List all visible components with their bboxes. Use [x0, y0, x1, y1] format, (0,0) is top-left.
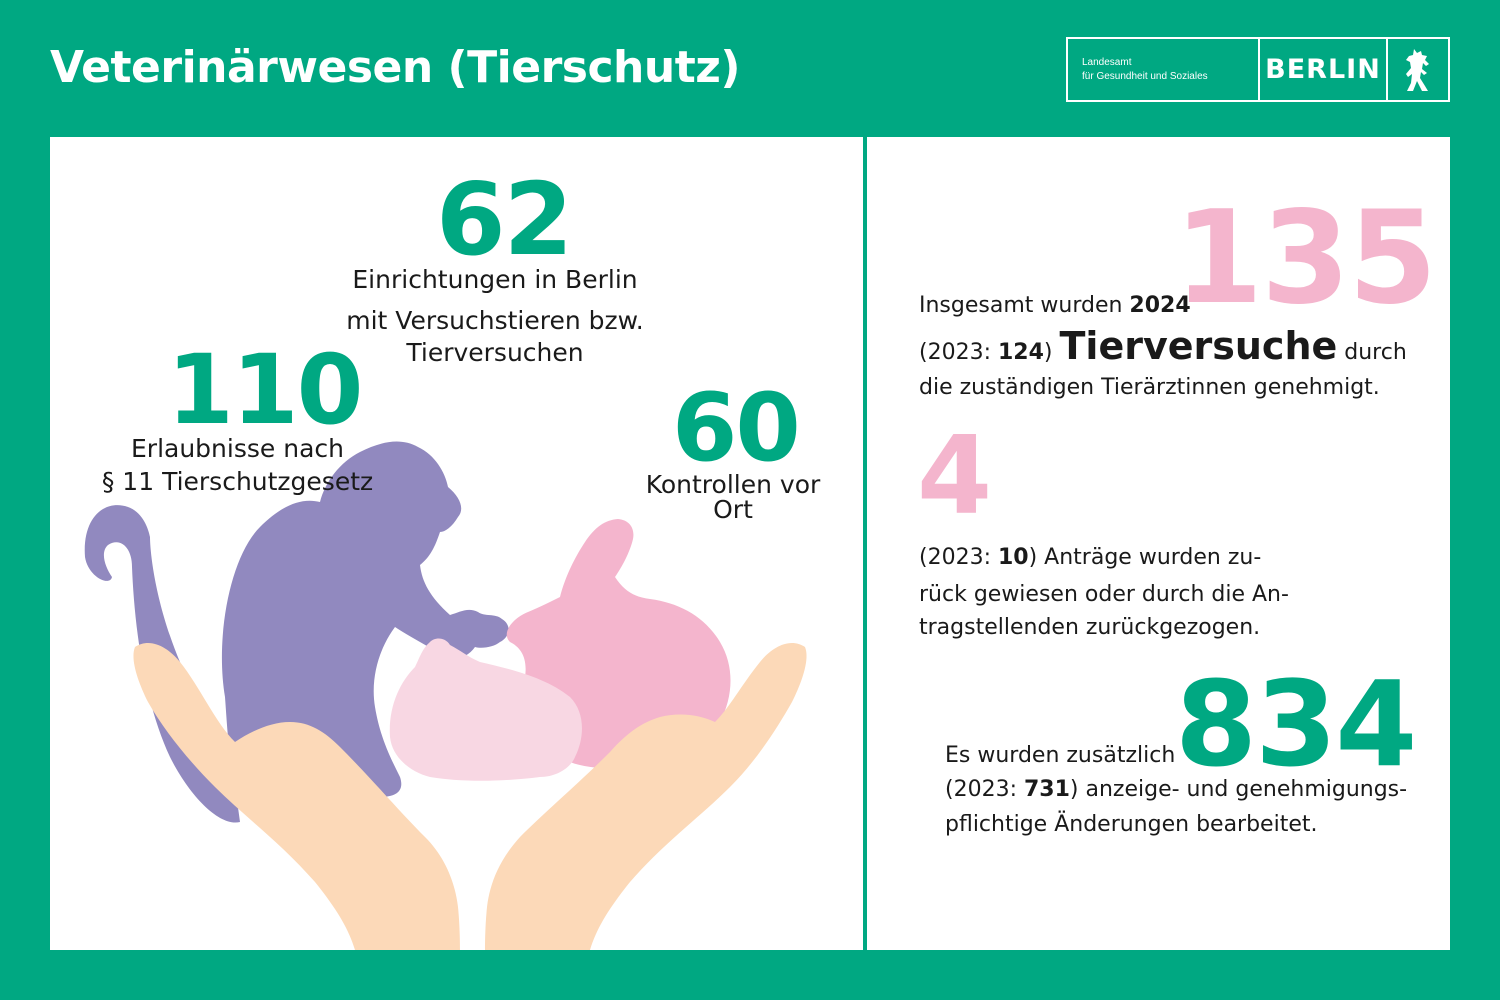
- approved-tests-value: 135: [1174, 184, 1437, 333]
- approved-tests-line2: (2023: 124) Tierversuche durch: [919, 324, 1407, 368]
- logo-org-line2: für Gesundheit und Soziales: [1082, 71, 1208, 82]
- stat-62-caption: Einrichtungen in Berlin mit Versuchstier…: [330, 264, 660, 370]
- changes-value: 834: [1175, 655, 1417, 793]
- approved-tests-line3: die zuständigen Tierärztinnen genehmigt.: [919, 375, 1380, 400]
- right-panel: 135 Insgesamt wurden 2024 (2023: 124) Ti…: [867, 137, 1450, 950]
- rejected-applications-text: (2023: 10) Anträge wurden zu- rück gewie…: [919, 539, 1439, 642]
- tierversuche-label: Tierversuche: [1059, 324, 1338, 368]
- stat-60-caption-line2: Ort: [713, 495, 753, 524]
- stat-62-caption-line2: mit Versuchstieren bzw.: [346, 305, 644, 335]
- rejected-line2: rück gewiesen oder durch die An-: [919, 582, 1289, 607]
- approved-tests-line1: Insgesamt wurden 2024: [919, 293, 1191, 318]
- logo-org-name: Landesamt für Gesundheit und Soziales: [1068, 39, 1260, 100]
- stat-60-value: 60: [672, 374, 801, 483]
- animals-in-hands-illustration: [84, 441, 807, 950]
- stat-62-caption-line3: Tierversuchen: [406, 338, 584, 367]
- right-hand: [485, 642, 807, 950]
- logo-city: BERLIN: [1260, 39, 1388, 100]
- rejected-applications-value: 4: [917, 414, 992, 539]
- approved-tests-text: Insgesamt wurden 2024 (2023: 124) Tierve…: [919, 287, 1439, 401]
- stat-62-caption-line1: Einrichtungen in Berlin: [352, 265, 638, 294]
- stat-110-value: 110: [167, 334, 363, 446]
- changes-text: Es wurden zusätzlich (2023: 731) anzeige…: [945, 737, 1445, 843]
- stat-62-value: 62: [436, 161, 573, 278]
- lageso-berlin-logo: Landesamt für Gesundheit und Soziales BE…: [1066, 37, 1450, 102]
- page-title: Veterinärwesen (Tierschutz): [50, 42, 740, 93]
- berlin-bear-icon: [1388, 39, 1448, 100]
- stat-110-caption: Erlaubnisse nach § 11 Tierschutzgesetz: [90, 433, 385, 498]
- monkey-silhouette: [221, 441, 509, 808]
- stat-60-caption: Kontrollen vor Ort: [630, 472, 836, 522]
- left-hand: [133, 642, 460, 950]
- rejected-line1: (2023: 10) Anträge wurden zu-: [919, 545, 1262, 570]
- changes-line2: (2023: 731) anzeige- und genehmigungs-: [945, 777, 1408, 802]
- stat-110-caption-line1: Erlaubnisse nach: [131, 434, 344, 463]
- changes-line1: Es wurden zusätzlich: [945, 743, 1176, 768]
- logo-org-line1: Landesamt: [1082, 57, 1132, 68]
- left-panel: 62 Einrichtungen in Berlin mit Versuchst…: [50, 137, 863, 950]
- mouse-silhouette: [389, 638, 582, 781]
- changes-line3: pflichtige Änderungen bearbeitet.: [945, 812, 1318, 837]
- rejected-line3: tragstellenden zurückgezogen.: [919, 615, 1261, 640]
- stat-60-caption-line1: Kontrollen vor: [645, 470, 821, 499]
- stat-110-caption-line2: § 11 Tierschutzgesetz: [101, 466, 374, 496]
